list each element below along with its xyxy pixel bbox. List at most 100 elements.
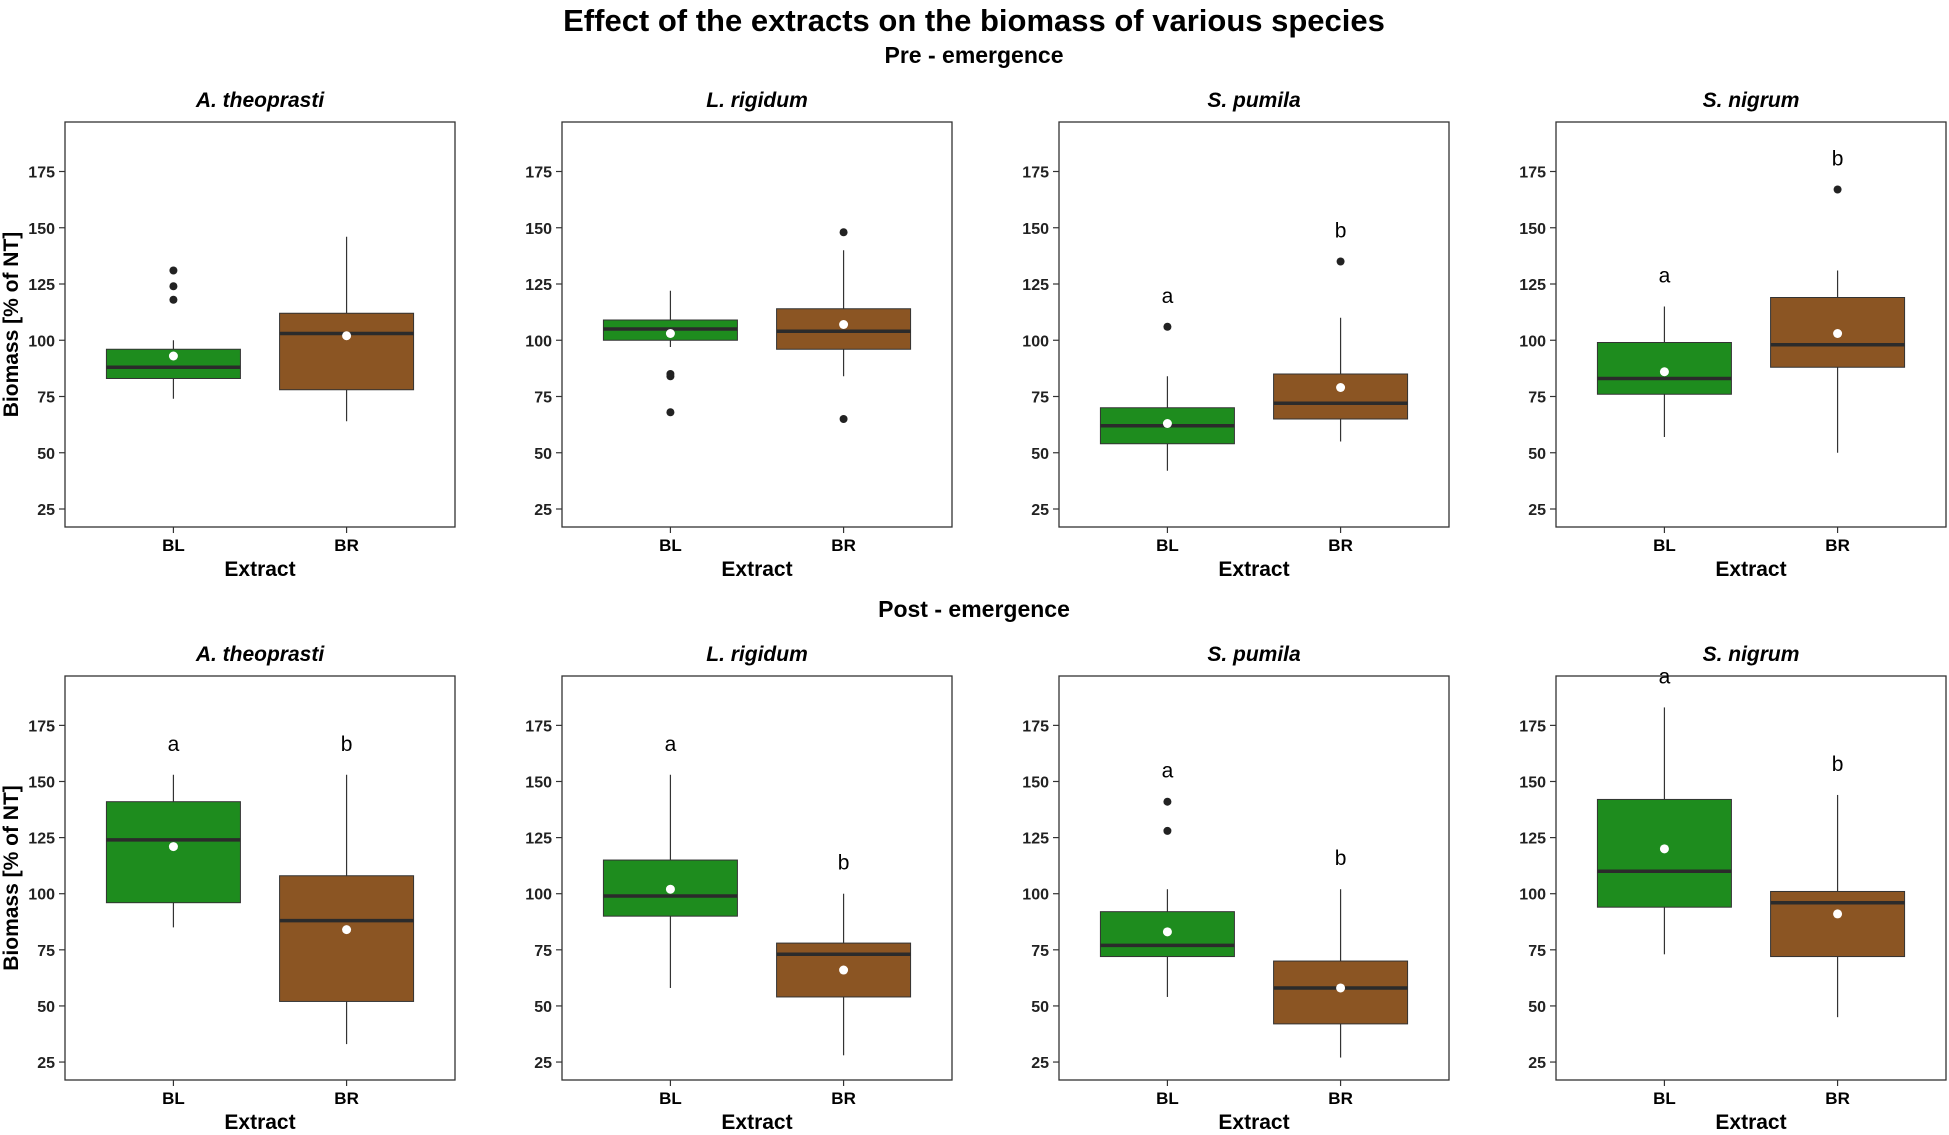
y-tick-label: 125 [525, 277, 552, 294]
y-tick-label: 100 [525, 333, 552, 350]
mean-marker [839, 320, 849, 329]
panel-title: S. nigrum [1703, 89, 1800, 112]
panel: S. pumila 25 50 75 100 125 150 175 BL a BR b Extract [1022, 643, 1450, 1134]
y-tick-label: 75 [1031, 943, 1049, 960]
mean-marker [1336, 383, 1346, 392]
panel-frame [64, 675, 456, 1081]
y-tick-label: 175 [1022, 165, 1049, 182]
x-axis-label: Extract [1218, 1111, 1289, 1134]
panel-title: L. rigidum [706, 643, 808, 666]
y-tick-label: 25 [1528, 1055, 1546, 1072]
x-tick-label: BR [831, 536, 856, 555]
row-subtitle: Post - emergence [878, 596, 1070, 622]
mean-marker [665, 884, 675, 894]
panel: S. pumila 25 50 75 100 125 150 175 BL a BR b Extract [1022, 89, 1450, 581]
significance-letter: a [1659, 665, 1671, 688]
panel-title: A. theoprasti [195, 89, 326, 112]
outlier-point [666, 408, 675, 417]
panel-frame [1555, 121, 1947, 528]
x-tick-label: BL [1653, 1089, 1676, 1108]
plot-layer: Pre - emergence Biomass [% of NT] A. theop… [0, 42, 1947, 1134]
box-br: BR b [1770, 753, 1906, 1108]
y-tick-label: 75 [37, 943, 55, 960]
x-tick-label: BL [659, 1089, 682, 1108]
significance-letter: b [341, 733, 353, 756]
x-tick-label: BR [1825, 536, 1850, 555]
y-tick-label: 125 [1519, 277, 1546, 294]
y-tick-label: 25 [1031, 1055, 1049, 1072]
y-tick-label: 100 [1022, 887, 1049, 904]
x-axis-label: Extract [1715, 558, 1786, 581]
x-tick-label: BL [162, 1089, 185, 1108]
y-tick-label: 75 [1528, 943, 1546, 960]
x-tick-label: BR [334, 536, 359, 555]
outlier-point [169, 295, 178, 304]
y-tick-label: 150 [1519, 221, 1546, 238]
panel-frame [1555, 675, 1947, 1081]
y-tick-label: 150 [1519, 774, 1546, 791]
y-tick-label: 175 [1022, 718, 1049, 735]
outlier-point [1163, 826, 1172, 835]
box-br: BR b [1770, 148, 1906, 555]
y-axis-label: Biomass [% of NT] [0, 232, 23, 418]
panel-title: A. theoprasti [195, 643, 326, 666]
panel-frame [1058, 121, 1450, 528]
x-tick-label: BR [334, 1089, 359, 1108]
y-tick-label: 75 [534, 390, 552, 407]
mean-marker [839, 965, 849, 975]
iqr-box [1273, 373, 1409, 420]
panel-title: S. pumila [1207, 89, 1301, 112]
y-tick-label: 175 [525, 165, 552, 182]
mean-marker [342, 925, 352, 935]
x-tick-label: BL [162, 536, 185, 555]
y-tick-label: 75 [1031, 390, 1049, 407]
y-tick-label: 25 [37, 502, 55, 519]
y-tick-label: 25 [37, 1055, 55, 1072]
y-tick-label: 175 [1519, 165, 1546, 182]
mean-marker [1162, 419, 1172, 428]
mean-marker [1833, 909, 1843, 919]
outlier-point [839, 415, 848, 423]
box-br: BR [776, 228, 912, 555]
row-subtitle: Pre - emergence [885, 42, 1064, 68]
y-tick-label: 100 [1519, 333, 1546, 350]
significance-letter: b [1335, 847, 1347, 870]
y-tick-label: 50 [1031, 999, 1049, 1016]
y-tick-label: 175 [1519, 718, 1546, 735]
panel-frame [1058, 675, 1450, 1081]
significance-letter: b [1335, 220, 1347, 243]
x-tick-label: BL [659, 536, 682, 555]
mean-marker [1659, 367, 1669, 377]
y-tick-label: 150 [525, 221, 552, 238]
y-tick-label: 25 [534, 502, 552, 519]
y-tick-label: 100 [1022, 333, 1049, 350]
box-br: BR b [279, 733, 415, 1108]
y-axis-label: Biomass [% of NT] [0, 785, 23, 971]
significance-letter: b [1832, 148, 1844, 171]
box-bl: BL a [105, 733, 241, 1108]
y-tick-label: 150 [1022, 774, 1049, 791]
significance-letter: a [665, 733, 677, 756]
x-axis-label: Extract [224, 1111, 295, 1134]
y-tick-label: 75 [37, 390, 55, 407]
y-tick-label: 100 [28, 887, 55, 904]
y-tick-label: 75 [534, 943, 552, 960]
box-bl: BL a [1099, 760, 1235, 1108]
y-tick-label: 100 [1519, 887, 1546, 904]
y-tick-label: 125 [28, 831, 55, 848]
significance-letter: a [168, 733, 180, 756]
y-tick-label: 25 [534, 1055, 552, 1072]
y-tick-label: 50 [37, 999, 55, 1016]
outlier-point [839, 228, 848, 237]
x-tick-label: BL [1156, 1089, 1179, 1108]
panel: L. rigidum 25 50 75 100 125 150 175 BL BR Extract [525, 89, 953, 581]
x-tick-label: BL [1156, 536, 1179, 555]
outlier-point [1336, 257, 1345, 266]
mean-marker [168, 351, 178, 361]
box-br: BR b [1273, 847, 1409, 1108]
chart-title: Effect of the extracts on the biomass of… [563, 3, 1385, 38]
y-tick-label: 150 [525, 774, 552, 791]
mean-marker [1162, 927, 1172, 937]
y-tick-label: 25 [1031, 502, 1049, 519]
